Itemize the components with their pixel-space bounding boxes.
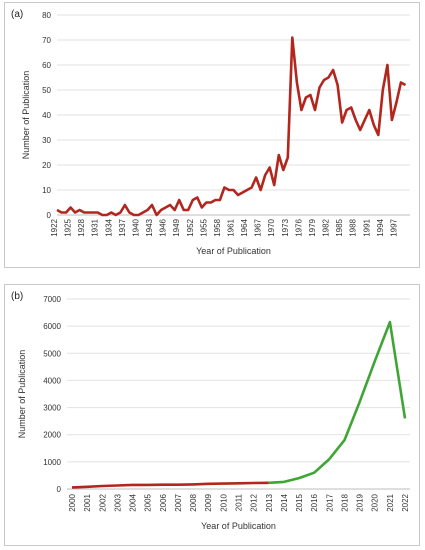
y-tick-label: 5000 bbox=[43, 349, 61, 358]
panel-label-a: (a) bbox=[11, 9, 24, 20]
x-tick-label: 2016 bbox=[310, 493, 319, 511]
y-tick-label: 10 bbox=[42, 186, 51, 195]
x-tick-label: 2010 bbox=[219, 493, 228, 511]
x-tick-label: 1925 bbox=[64, 218, 73, 236]
y-tick-label: 2000 bbox=[43, 431, 61, 440]
series-line-b-late bbox=[268, 320, 407, 485]
x-tick-label: 2009 bbox=[204, 493, 213, 511]
x-tick-label: 1940 bbox=[131, 218, 140, 236]
y-tick-label: 1000 bbox=[43, 458, 61, 467]
x-tick-label: 1976 bbox=[294, 218, 303, 236]
x-tick-label: 1928 bbox=[77, 218, 86, 236]
x-tick-label: 2007 bbox=[174, 493, 183, 511]
x-tick-label: 1958 bbox=[213, 218, 222, 236]
x-tick-label: 2018 bbox=[340, 493, 349, 511]
x-tick-label: 2015 bbox=[295, 493, 304, 511]
x-tick-label: 2019 bbox=[356, 493, 365, 511]
x-tick-label: 2022 bbox=[401, 493, 410, 511]
series-line-a bbox=[56, 36, 407, 217]
chart-a-svg: 0 10 20 30 40 50 60 70 80 1922 1925 1928 1931 1934 193… bbox=[21, 11, 410, 256]
x-tick-label: 1985 bbox=[335, 218, 344, 236]
y-tick-label: 40 bbox=[42, 111, 51, 120]
x-tick-label: 1991 bbox=[362, 218, 371, 236]
chart-panel-a: (a) 0 10 20 30 40 50 60 70 80 1922 1925 1928 1931 193… bbox=[4, 2, 420, 268]
x-tick-label: 1997 bbox=[389, 218, 398, 236]
y-tick-label: 6000 bbox=[43, 322, 61, 331]
y-axis-title-b: Number of Publication bbox=[17, 350, 27, 439]
x-tick-label: 2001 bbox=[83, 493, 92, 511]
x-tick-label: 1961 bbox=[227, 218, 236, 236]
x-tick-label: 1967 bbox=[254, 218, 263, 236]
x-tick-label: 1979 bbox=[308, 218, 317, 236]
x-tick-label: 2000 bbox=[68, 493, 77, 511]
y-tick-label: 0 bbox=[57, 485, 62, 494]
y-tick-label: 50 bbox=[42, 86, 51, 95]
x-tick-label: 2011 bbox=[235, 493, 244, 511]
x-tick-label: 2003 bbox=[113, 493, 122, 511]
y-tick-label: 30 bbox=[42, 136, 51, 145]
x-tick-label: 1937 bbox=[118, 218, 127, 236]
x-tick-label: 1949 bbox=[172, 218, 181, 236]
x-tick-label: 1943 bbox=[145, 218, 154, 236]
x-axis-title-b: Year of Publication bbox=[201, 521, 276, 531]
y-tick-label: 3000 bbox=[43, 404, 61, 413]
x-tick-label: 1955 bbox=[199, 218, 208, 236]
x-tick-label: 1964 bbox=[240, 218, 249, 236]
x-tick-label: 2014 bbox=[280, 493, 289, 511]
x-tick-label: 1973 bbox=[281, 218, 290, 236]
chart-panel-b: (b) 0 1000 2000 3000 4000 5000 6000 7000 2000 200… bbox=[4, 284, 420, 546]
x-tick-label: 2013 bbox=[265, 493, 274, 511]
chart-b-svg: 0 1000 2000 3000 4000 5000 6000 7000 2000 2001 200… bbox=[17, 295, 410, 531]
x-tick-label: 1946 bbox=[159, 218, 168, 236]
y-tick-label: 20 bbox=[42, 161, 51, 170]
x-tick-label: 2020 bbox=[371, 493, 380, 511]
x-tick-label: 2008 bbox=[189, 493, 198, 511]
x-axis-title-a: Year of Publication bbox=[196, 246, 271, 256]
y-tick-label: 7000 bbox=[43, 295, 61, 304]
x-tick-label: 1934 bbox=[104, 218, 113, 236]
x-tick-label: 1952 bbox=[186, 218, 195, 236]
x-tick-label: 1922 bbox=[50, 218, 59, 236]
x-tick-label: 1970 bbox=[267, 218, 276, 236]
y-axis-title-a: Number of Publication bbox=[21, 71, 31, 160]
x-tick-label: 2012 bbox=[250, 493, 259, 511]
series-line-b-early bbox=[71, 481, 269, 489]
x-tick-label: 1982 bbox=[322, 218, 331, 236]
x-tick-label: 1994 bbox=[376, 218, 385, 236]
x-tick-label: 2004 bbox=[129, 493, 138, 511]
x-tick-label: 2002 bbox=[98, 493, 107, 511]
y-tick-label: 0 bbox=[47, 211, 52, 220]
panel-label-b: (b) bbox=[11, 291, 24, 302]
y-tick-label: 60 bbox=[42, 61, 51, 70]
x-tick-label: 1931 bbox=[91, 218, 100, 236]
x-tick-label: 2017 bbox=[325, 493, 334, 511]
y-tick-label: 80 bbox=[42, 11, 51, 20]
y-tick-label: 4000 bbox=[43, 376, 61, 385]
x-tick-label: 2021 bbox=[386, 493, 395, 511]
x-tick-label: 2005 bbox=[144, 493, 153, 511]
x-tick-label: 2006 bbox=[159, 493, 168, 511]
y-tick-label: 70 bbox=[42, 36, 51, 45]
x-tick-label: 1988 bbox=[349, 218, 358, 236]
